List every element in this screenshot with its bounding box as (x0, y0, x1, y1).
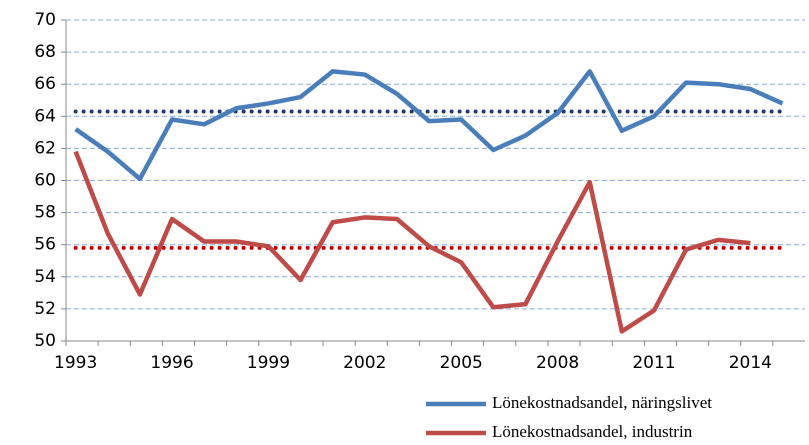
legend-label: Lönekostnadsandel, industrin (492, 422, 693, 441)
x-tick-label: 1999 (247, 353, 290, 373)
x-tick-label: 2002 (343, 353, 386, 373)
y-tick-label: 56 (34, 235, 56, 255)
x-tick-label: 1996 (150, 353, 193, 373)
series-line (73, 150, 751, 334)
y-tick-label: 64 (34, 106, 56, 126)
x-tick-label: 2011 (632, 353, 675, 373)
x-tick-label: 2014 (729, 353, 772, 373)
y-tick-label: 50 (34, 331, 56, 351)
y-tick-label: 54 (34, 267, 56, 287)
x-tick-label: 2008 (536, 353, 579, 373)
legend-label: Lönekostnadsandel, näringslivet (492, 393, 712, 412)
y-tick-label: 52 (34, 299, 56, 319)
x-tick-label: 1993 (54, 353, 97, 373)
y-tick-label: 68 (34, 42, 56, 62)
y-tick-label: 70 (34, 10, 56, 30)
y-tick-label: 62 (34, 138, 56, 158)
y-tick-label: 60 (34, 171, 56, 191)
x-tick-label: 2005 (440, 353, 483, 373)
series-line (74, 69, 784, 182)
y-tick-label: 58 (34, 203, 56, 223)
y-tick-label: 66 (34, 74, 56, 94)
